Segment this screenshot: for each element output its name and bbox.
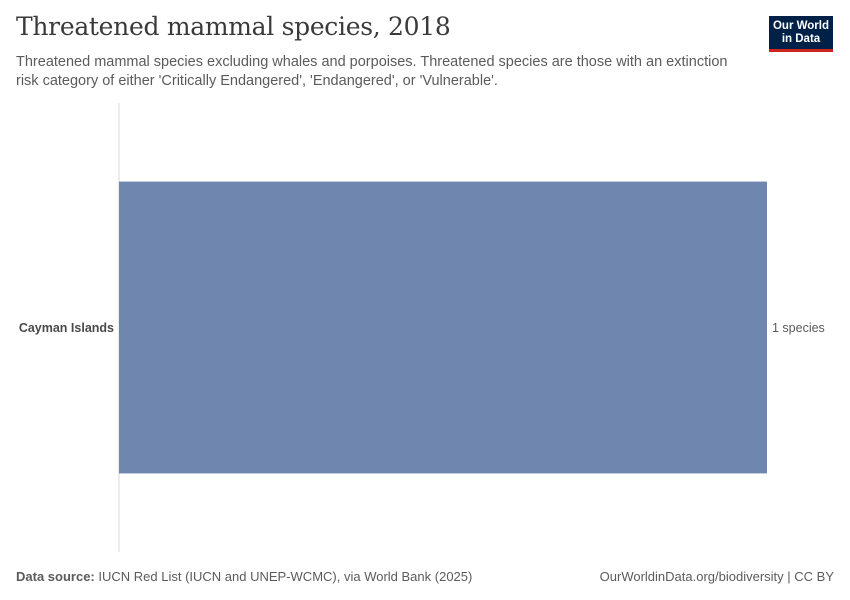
- chart-title: Threatened mammal species, 2018: [16, 12, 451, 41]
- logo-line-1: Our World: [772, 20, 829, 32]
- footer-link[interactable]: OurWorldinData.org/biodiversity | CC BY: [599, 569, 834, 584]
- bar[interactable]: [119, 181, 767, 474]
- data-source-label: Data source:: [16, 569, 95, 584]
- logo-line-2: in Data: [781, 33, 821, 45]
- data-source-text[interactable]: IUCN Red List (IUCN and UNEP-WCMC), via …: [98, 569, 473, 584]
- category-label[interactable]: Cayman Islands: [19, 321, 114, 335]
- owid-logo[interactable]: Our World in Data: [769, 16, 833, 52]
- data-source: Data source: IUCN Red List (IUCN and UNE…: [16, 569, 472, 584]
- value-label: 1 species: [772, 321, 825, 335]
- chart-subtitle: Threatened mammal species excluding whal…: [16, 54, 728, 89]
